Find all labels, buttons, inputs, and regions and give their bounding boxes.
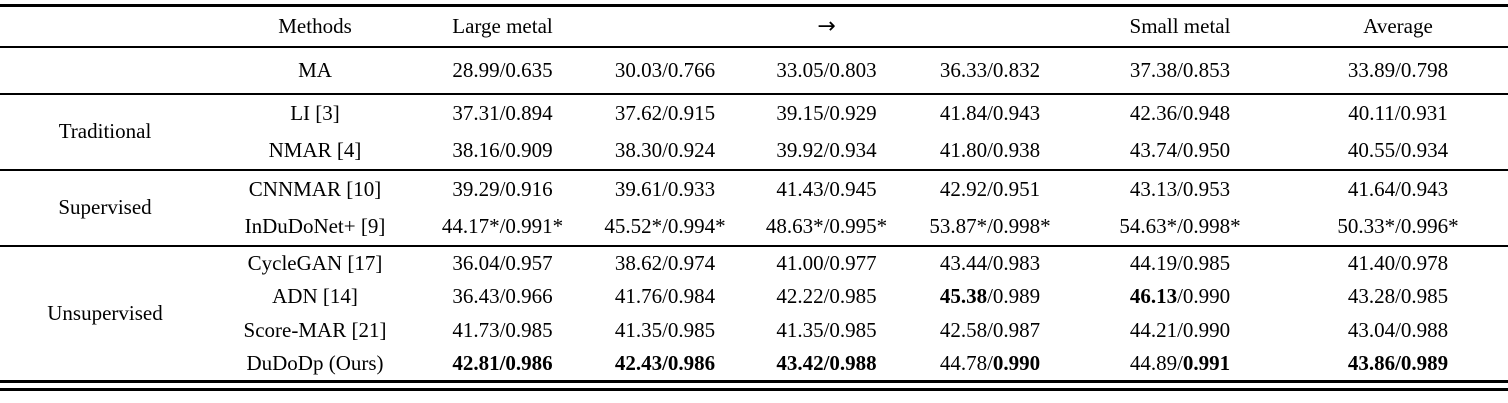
metric-value-cell: 43.44/0.983 — [939, 250, 1041, 275]
metric-value-cell: 45.52*/0.994* — [604, 213, 726, 238]
table-header: Methods Large metal → Small metal Averag… — [0, 6, 1508, 47]
method-group-unsupervised: Unsupervised CycleGAN [17] 36.04/0.957 38.6… — [0, 245, 1508, 382]
table-row: InDuDoNet+ [9] 44.17*/0.991* 45.52*/0.994*… — [0, 208, 1508, 246]
metric-value-cell: 42.36/0.948 — [1129, 100, 1231, 125]
col-header-arrow: → — [745, 6, 908, 47]
metric-value-cell: 50.33*/0.996* — [1337, 213, 1459, 238]
method-name-cell: CycleGAN [17] — [247, 250, 383, 275]
table-row: ADN [14] 36.43/0.966 41.76/0.984 42.22/0.98… — [0, 280, 1508, 314]
metric-value-cell: 38.62/0.974 — [614, 250, 716, 275]
method-group-traditional: Traditional LI [3] 37.31/0.894 37.62/0.915 3… — [0, 93, 1508, 170]
metric-value-cell: 38.16/0.909 — [452, 137, 553, 162]
metric-value-cell: 41.80/0.938 — [939, 137, 1041, 162]
metric-value-cell: 39.61/0.933 — [614, 176, 716, 201]
group-label-cell: Supervised — [58, 195, 152, 219]
metric-value-cell: 41.00/0.977 — [776, 250, 877, 275]
metric-value-cell: 41.84/0.943 — [939, 100, 1041, 125]
col-header-methods: Methods — [278, 13, 352, 38]
col-header-small-metal: Small metal — [1129, 13, 1231, 38]
results-table: Methods Large metal → Small metal Averag… — [0, 4, 1508, 383]
metric-value-cell: 42.43/0.986 — [614, 351, 716, 376]
method-name-cell: NMAR [4] — [268, 137, 362, 162]
metric-value-cell: 37.62/0.915 — [614, 100, 716, 125]
group-label-cell: Traditional — [58, 119, 152, 143]
metric-value-cell: 43.04/0.988 — [1347, 318, 1449, 342]
col-header-average: Average — [1363, 13, 1433, 38]
table-row: MA 28.99/0.635 30.03/0.766 33.05/0.803 36.33… — [0, 47, 1508, 94]
metric-value-cell: 42.22/0.985 — [776, 284, 877, 308]
metric-value-cell: 41.40/0.978 — [1347, 250, 1449, 275]
metric-value-cell: 44.19/0.985 — [1129, 250, 1231, 275]
table-row: Supervised CNNMAR [10] 39.29/0.916 39.61/0.… — [0, 170, 1508, 220]
metric-value-cell: 42.58/0.987 — [939, 318, 1041, 342]
metric-value-cell: 36.43/0.966 — [452, 284, 553, 308]
bottom-double-rule — [0, 388, 1508, 391]
metric-value-cell: 33.89/0.798 — [1347, 57, 1449, 82]
metric-value-cell: 53.87*/0.998* — [929, 213, 1051, 238]
metric-value-cell: 41.35/0.985 — [776, 318, 877, 342]
metric-value-cell: 41.73/0.985 — [452, 318, 553, 342]
method-name-cell: CNNMAR [10] — [248, 176, 382, 201]
metric-value-cell: 36.04/0.957 — [452, 250, 553, 275]
group-label-cell — [0, 47, 210, 94]
method-name-cell: DuDoDp (Ours) — [246, 351, 384, 376]
metric-value-cell: 45.38/0.989 — [939, 284, 1041, 308]
metric-value-cell: 33.05/0.803 — [776, 57, 877, 82]
metric-value-cell: 39.15/0.929 — [776, 100, 877, 125]
metric-value-cell: 43.86/0.989 — [1347, 351, 1449, 376]
table-row: Unsupervised CycleGAN [17] 36.04/0.957 38.6… — [0, 246, 1508, 325]
method-name-cell: InDuDoNet+ [9] — [244, 213, 386, 238]
method-name-cell: ADN [14] — [272, 284, 358, 308]
arrow-right-icon: → — [817, 13, 836, 39]
paper-results-table-section: Methods Large metal → Small metal Averag… — [0, 4, 1508, 391]
metric-value-cell: 41.35/0.985 — [614, 318, 716, 342]
col-header-mid-right — [908, 6, 1072, 47]
metric-value-cell: 44.21/0.990 — [1129, 318, 1231, 342]
metric-value-cell: 39.92/0.934 — [776, 137, 877, 162]
metric-value-cell: 30.03/0.766 — [614, 57, 716, 82]
method-name-cell: MA — [298, 57, 332, 82]
metric-value-cell: 44.89/0.991 — [1129, 351, 1231, 376]
method-name-cell: Score-MAR [21] — [243, 318, 387, 342]
metric-value-cell: 41.64/0.943 — [1347, 176, 1449, 201]
metric-value-cell: 38.30/0.924 — [614, 137, 716, 162]
metric-value-cell: 46.13/0.990 — [1129, 284, 1231, 308]
metric-value-cell: 28.99/0.635 — [452, 57, 553, 82]
method-group-ma: MA 28.99/0.635 30.03/0.766 33.05/0.803 36.33… — [0, 46, 1508, 94]
metric-value-cell: 44.78/0.990 — [939, 351, 1041, 376]
method-group-supervised: Supervised CNNMAR [10] 39.29/0.916 39.61/0.… — [0, 169, 1508, 246]
col-header-mid-left — [585, 6, 745, 47]
metric-value-cell: 36.33/0.832 — [939, 57, 1041, 82]
col-header-group — [0, 6, 210, 47]
metric-value-cell: 40.55/0.934 — [1347, 137, 1449, 162]
metric-value-cell: 43.74/0.950 — [1129, 137, 1231, 162]
metric-value-cell: 37.38/0.853 — [1129, 57, 1231, 82]
metric-value-cell: 37.31/0.894 — [452, 100, 553, 125]
metric-value-cell: 48.63*/0.995* — [765, 213, 888, 238]
method-name-cell: LI [3] — [290, 100, 340, 125]
header-row: Methods Large metal → Small metal Averag… — [0, 6, 1508, 47]
metric-value-cell: 40.11/0.931 — [1348, 100, 1448, 125]
metric-value-cell: 42.92/0.951 — [939, 176, 1041, 201]
table-row: Score-MAR [21] 41.73/0.985 41.35/0.985 41.3… — [0, 314, 1508, 348]
col-header-large-metal: Large metal — [452, 13, 553, 38]
metric-value-cell: 43.42/0.988 — [776, 351, 877, 376]
metric-value-cell: 43.13/0.953 — [1129, 176, 1231, 201]
metric-value-cell: 39.29/0.916 — [452, 176, 553, 201]
metric-value-cell: 54.63*/0.998* — [1119, 213, 1241, 238]
table-row: DuDoDp (Ours) 42.81/0.986 42.43/0.986 43.42… — [0, 348, 1508, 382]
metric-value-cell: 41.76/0.984 — [614, 284, 716, 308]
group-label-cell: Unsupervised — [47, 300, 163, 325]
metric-value-cell: 44.17*/0.991* — [441, 213, 564, 238]
metric-value-cell: 42.81/0.986 — [452, 351, 553, 376]
metric-value-cell: 43.28/0.985 — [1347, 284, 1449, 308]
table-row: NMAR [4] 38.16/0.909 38.30/0.924 39.92/0.93… — [0, 132, 1508, 170]
metric-value-cell: 41.43/0.945 — [776, 176, 877, 201]
table-row: Traditional LI [3] 37.31/0.894 37.62/0.915 3… — [0, 94, 1508, 144]
